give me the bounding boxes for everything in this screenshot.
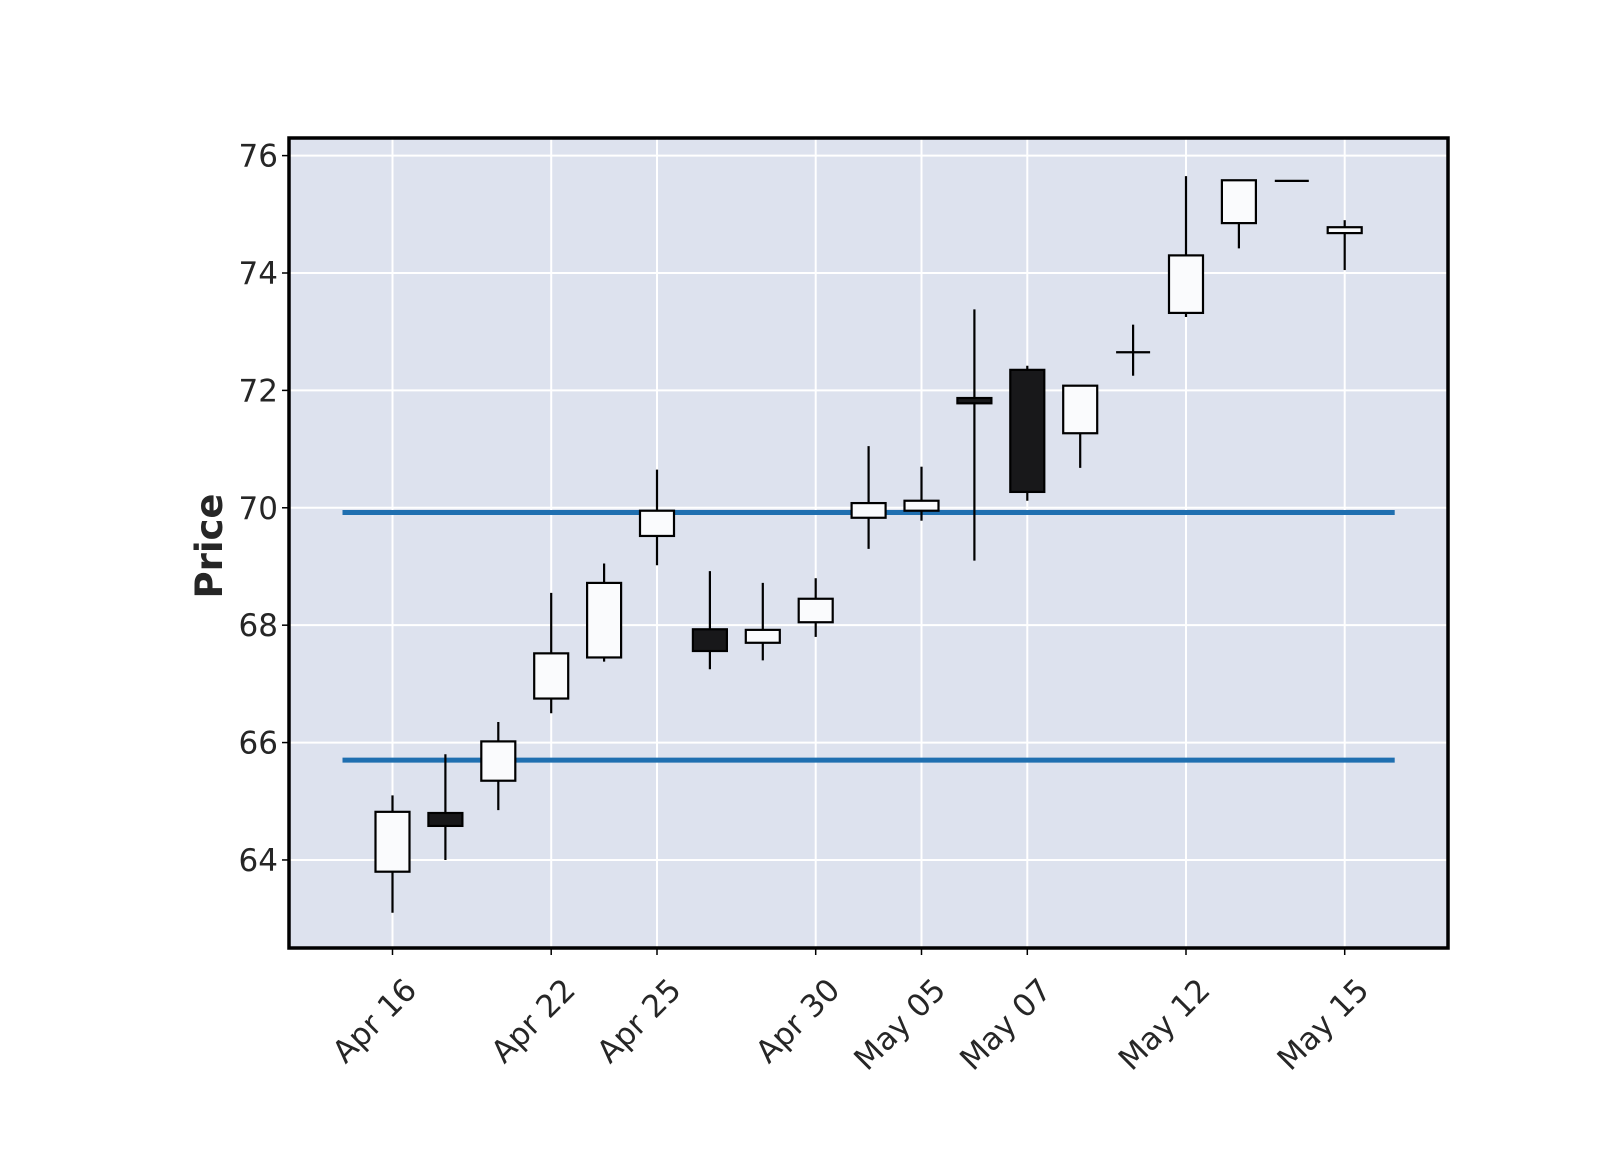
- candle-body: [956, 396, 993, 405]
- candle: [1116, 324, 1151, 376]
- candle-body: [533, 652, 570, 700]
- candle: [585, 563, 623, 662]
- y-tick-label: 76: [239, 139, 278, 175]
- candle: [691, 571, 729, 670]
- y-tick-label: 66: [239, 726, 278, 762]
- x-tick-label: May 05: [847, 972, 953, 1078]
- candle-body: [585, 581, 623, 659]
- candle: [533, 592, 570, 714]
- x-tick-label: Apr 22: [484, 972, 582, 1070]
- y-axis-label: Price: [188, 493, 231, 598]
- candle-body: [427, 811, 464, 828]
- candle: [1326, 220, 1363, 271]
- candle-body: [691, 628, 729, 653]
- y-tick-label: 68: [239, 608, 278, 644]
- y-tick-label: 74: [239, 256, 278, 292]
- candle-body: [903, 499, 940, 512]
- x-tick-label: May 12: [1112, 972, 1218, 1078]
- x-tick-label: May 07: [953, 972, 1059, 1078]
- y-tick-label: 70: [239, 491, 278, 527]
- x-tick-label: Apr 25: [590, 972, 688, 1070]
- candle: [1220, 179, 1258, 249]
- y-tick-label: 72: [239, 373, 278, 409]
- candle: [1167, 176, 1205, 318]
- candle-body: [1167, 254, 1205, 315]
- candle-body: [797, 597, 834, 624]
- x-tick-label: May 15: [1271, 972, 1377, 1078]
- candle-body: [374, 810, 411, 873]
- candle-body: [480, 740, 517, 782]
- candle: [638, 469, 676, 566]
- candle-body: [850, 501, 887, 519]
- x-tick-label: Apr 30: [749, 972, 847, 1070]
- y-tick-label: 64: [239, 843, 278, 879]
- candle-body: [1220, 179, 1258, 225]
- candle: [850, 446, 887, 549]
- candle: [744, 582, 781, 661]
- candles: [374, 176, 1363, 913]
- plot-frame: [287, 136, 1450, 950]
- candle: [797, 578, 834, 637]
- candle-body: [1062, 384, 1099, 435]
- x-axis-ticks: Apr 16 Apr 22 Apr 25 Apr 30 May 05 May 07 May …: [326, 948, 1376, 1078]
- candle: [956, 309, 993, 561]
- candle: [480, 722, 517, 811]
- candle: [1062, 384, 1099, 468]
- candle: [374, 795, 411, 913]
- y-axis-ticks: 64 66 68 70 72 74 76: [239, 139, 289, 879]
- candle-body: [1326, 226, 1363, 235]
- x-tick-label: Apr 16: [326, 972, 424, 1070]
- candle-body: [638, 509, 676, 538]
- candle: [427, 754, 464, 860]
- candle: [903, 466, 940, 521]
- candle: [1009, 365, 1046, 501]
- candle-body: [1009, 368, 1046, 494]
- candle-body: [744, 628, 781, 644]
